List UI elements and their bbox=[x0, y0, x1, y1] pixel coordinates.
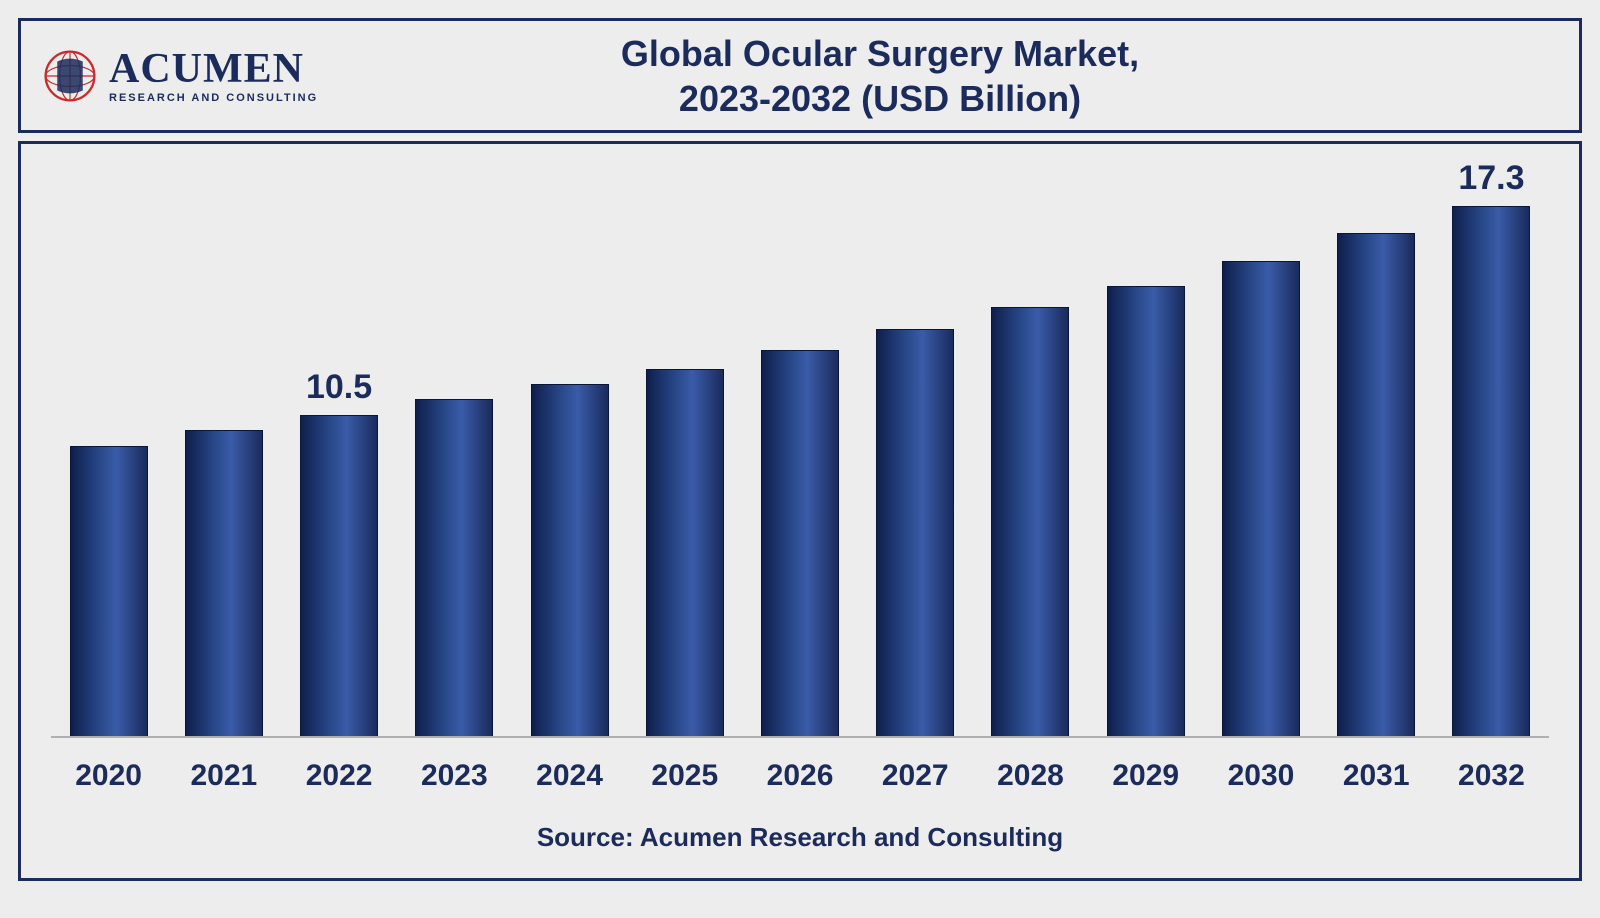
brand-logo: ACUMEN RESEARCH AND CONSULTING bbox=[21, 47, 381, 105]
x-tick-label: 2021 bbox=[166, 759, 281, 793]
bar bbox=[531, 384, 609, 738]
bar-slot: 17.3 bbox=[1434, 184, 1549, 738]
bar bbox=[646, 369, 724, 738]
bar-value-label: 10.5 bbox=[306, 368, 372, 407]
x-tick-label: 2026 bbox=[742, 759, 857, 793]
bar-slot bbox=[1203, 184, 1318, 738]
bar-value-label: 17.3 bbox=[1458, 159, 1524, 198]
x-tick-label: 2030 bbox=[1203, 759, 1318, 793]
bar-slot bbox=[742, 184, 857, 738]
bar bbox=[300, 415, 378, 738]
logo-tagline: RESEARCH AND CONSULTING bbox=[109, 92, 318, 104]
title-line-1: Global Ocular Surgery Market, bbox=[381, 31, 1379, 76]
header-panel: ACUMEN RESEARCH AND CONSULTING Global Oc… bbox=[18, 18, 1582, 133]
source-text: Source: Acumen Research and Consulting bbox=[21, 822, 1579, 853]
x-tick-label: 2022 bbox=[281, 759, 396, 793]
bar bbox=[185, 430, 263, 738]
bar bbox=[761, 350, 839, 738]
bar bbox=[1222, 261, 1300, 738]
x-tick-label: 2024 bbox=[512, 759, 627, 793]
chart-title: Global Ocular Surgery Market, 2023-2032 … bbox=[381, 31, 1579, 121]
bar-slot bbox=[1319, 184, 1434, 738]
plot-area: 10.5 17.3 bbox=[51, 184, 1549, 738]
x-tick-label: 2027 bbox=[858, 759, 973, 793]
bar-slot bbox=[1088, 184, 1203, 738]
x-tick-label: 2028 bbox=[973, 759, 1088, 793]
bar-slot bbox=[512, 184, 627, 738]
bar-slot bbox=[973, 184, 1088, 738]
x-baseline bbox=[51, 736, 1549, 738]
x-tick-label: 2031 bbox=[1319, 759, 1434, 793]
logo-name: ACUMEN bbox=[109, 48, 318, 90]
x-tick-label: 2025 bbox=[627, 759, 742, 793]
logo-text: ACUMEN RESEARCH AND CONSULTING bbox=[109, 48, 318, 104]
bar-slot bbox=[51, 184, 166, 738]
bar bbox=[1107, 286, 1185, 738]
bar-slot bbox=[166, 184, 281, 738]
bar bbox=[1337, 233, 1415, 738]
bar-slot bbox=[627, 184, 742, 738]
bar bbox=[415, 399, 493, 738]
globe-icon bbox=[41, 47, 99, 105]
title-line-2: 2023-2032 (USD Billion) bbox=[381, 76, 1379, 121]
x-tick-label: 2023 bbox=[397, 759, 512, 793]
bar bbox=[991, 307, 1069, 738]
x-axis: 2020202120222023202420252026202720282029… bbox=[51, 759, 1549, 793]
bar-slot bbox=[397, 184, 512, 738]
bar-slot bbox=[858, 184, 973, 738]
bar bbox=[876, 329, 954, 738]
chart-panel: 10.517.3 2020202120222023202420252026202… bbox=[18, 141, 1582, 881]
bar bbox=[1452, 206, 1530, 738]
x-tick-label: 2029 bbox=[1088, 759, 1203, 793]
bars-container: 10.5 17.3 bbox=[51, 184, 1549, 738]
bar-slot: 10.5 bbox=[281, 184, 396, 738]
bar bbox=[70, 446, 148, 738]
x-tick-label: 2020 bbox=[51, 759, 166, 793]
x-tick-label: 2032 bbox=[1434, 759, 1549, 793]
